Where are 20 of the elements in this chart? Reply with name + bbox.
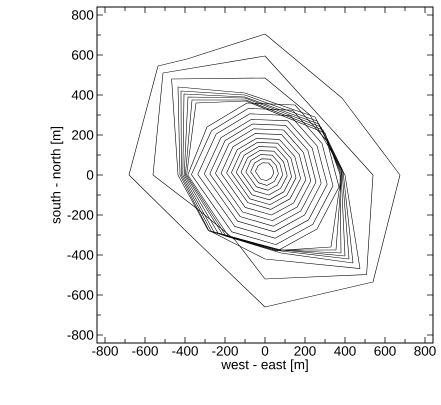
x-tick-label: -200 xyxy=(212,346,238,356)
x-tick-label: 200 xyxy=(294,346,316,356)
x-tick-label: 0 xyxy=(262,346,268,356)
y-tick-label: -200 xyxy=(67,210,94,220)
y-tick-label: 400 xyxy=(72,90,94,100)
x-tick-label: -600 xyxy=(132,346,158,356)
x-tick-label: 600 xyxy=(374,346,396,356)
y-tick-label: 800 xyxy=(72,10,94,20)
y-tick-label: 0 xyxy=(86,170,94,180)
x-tick-label: 800 xyxy=(414,346,436,356)
y-tick-label: 600 xyxy=(72,50,94,60)
y-tick-label: 200 xyxy=(72,130,94,140)
x-axis-title: west - east [m] xyxy=(221,359,308,372)
y-tick-label: -600 xyxy=(67,290,94,300)
x-tick-label: -800 xyxy=(92,346,118,356)
x-tick-label: 400 xyxy=(334,346,356,356)
y-tick-label: -400 xyxy=(67,250,94,260)
y-axis-title: south - north [m] xyxy=(50,127,64,224)
x-tick-label: -400 xyxy=(172,346,198,356)
y-tick-label: -800 xyxy=(67,330,94,340)
